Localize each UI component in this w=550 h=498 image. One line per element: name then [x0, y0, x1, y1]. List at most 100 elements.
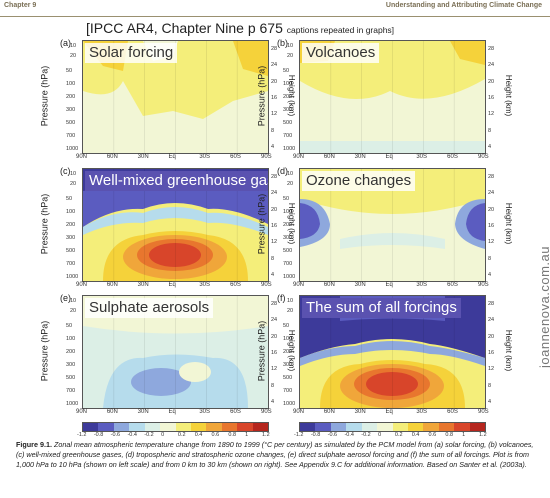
pressure-tick: 200 — [66, 349, 76, 355]
pressure-tick: 50 — [283, 196, 290, 202]
pressure-tick: 500 — [66, 375, 76, 381]
latitude-label: 60N — [323, 282, 335, 288]
panel-caption: Well-mixed greenhouse gases — [85, 171, 268, 191]
colorbar-label: -0.4 — [127, 432, 137, 438]
height-tick: 4 — [271, 272, 275, 278]
pressure-tick: 500 — [283, 248, 293, 254]
pressure-tick: 200 — [66, 222, 76, 228]
pressure-tick: 100 — [66, 209, 76, 215]
height-tick: 4 — [488, 399, 492, 405]
height-axis-title: Height (km) — [504, 329, 514, 372]
panel-caption: Ozone changes — [302, 171, 416, 191]
latitude-label: 60S — [230, 154, 241, 160]
colorbar-label: 1 — [462, 432, 466, 438]
latitude-label: 60S — [447, 154, 458, 160]
latitude-label: 60S — [447, 409, 458, 415]
pressure-tick: 50 — [66, 196, 73, 202]
panel-caption: Sulphate aerosols — [85, 298, 214, 318]
contour-trop-warm-4 — [366, 372, 418, 396]
height-tick: 8 — [271, 382, 275, 389]
contour-cool-left-2 — [300, 203, 320, 239]
pressure-tick: 1000 — [283, 274, 296, 280]
pressure-tick: 700 — [283, 388, 293, 394]
pressure-tick-top: 20 — [70, 308, 77, 314]
pressure-tick: 200 — [66, 94, 76, 100]
pressure-tick: 200 — [283, 349, 293, 355]
pressure-tick: 500 — [66, 120, 76, 126]
latitude-label: 30S — [416, 282, 428, 288]
colorbar-swatch — [113, 423, 130, 431]
colorbar-label: -0.8 — [93, 432, 104, 438]
latitude-label: 60N — [106, 409, 118, 415]
colorbar — [299, 422, 486, 432]
height-tick: 24 — [488, 62, 495, 69]
height-tick: 4 — [488, 144, 492, 150]
pressure-tick: 200 — [283, 222, 293, 228]
colorbar-swatch — [392, 423, 408, 431]
height-tick: 28 — [488, 174, 495, 180]
height-tick: 4 — [488, 272, 492, 278]
latitude-label: Eq — [385, 154, 393, 160]
pressure-tick: 100 — [66, 336, 76, 342]
height-tick: 24 — [271, 62, 278, 69]
latitude-label: 30N — [354, 282, 366, 288]
height-tick: 16 — [271, 95, 278, 101]
colorbar-swatch — [160, 423, 176, 431]
panel-letter: (c) — [60, 166, 71, 176]
latitude-label: 90N — [76, 409, 88, 415]
height-tick: 28 — [271, 174, 278, 180]
pressure-axis-title: Pressure (hPa) — [39, 320, 50, 382]
colorbar-label: 0.4 — [411, 432, 420, 438]
latitude-label: 30S — [199, 282, 211, 288]
figure-caption-text: Zonal mean atmospheric temperature chang… — [16, 440, 534, 469]
colorbar-label: -1.2 — [77, 432, 87, 438]
colorbar-label: 0.2 — [394, 432, 403, 438]
colorbar-label: -0.6 — [327, 432, 338, 438]
colorbar-label: 0.4 — [194, 432, 203, 438]
height-tick: 20 — [488, 333, 495, 340]
pressure-tick-top: 10 — [70, 43, 77, 49]
latitude-label: 30N — [137, 409, 149, 415]
height-tick: 16 — [271, 350, 278, 356]
colorbar-label: -1.2 — [294, 432, 304, 438]
latitude-label: 30S — [199, 409, 211, 415]
latitude-label: 90N — [76, 282, 88, 288]
colorbar-label: 0.6 — [428, 432, 437, 438]
pressure-tick: 300 — [66, 362, 76, 368]
colorbar-label: 0.6 — [211, 432, 220, 438]
pressure-tick: 700 — [66, 261, 76, 267]
height-tick: 8 — [488, 382, 492, 389]
colorbar-swatch — [144, 423, 161, 431]
pressure-tick-top: 10 — [287, 43, 294, 49]
height-tick: 16 — [488, 223, 495, 229]
colorbar-swatch — [423, 423, 439, 431]
pressure-tick: 300 — [283, 362, 293, 368]
colorbar-swatch — [315, 423, 331, 431]
pressure-tick: 500 — [283, 120, 293, 126]
contour-plot: Sulphate aerosols — [82, 295, 269, 409]
source-note: [IPCC AR4, Chapter Nine p 675 captions r… — [86, 20, 394, 36]
pressure-axis-title: Pressure (hPa) — [39, 65, 50, 127]
latitude-label: Eq — [385, 409, 393, 415]
contour-surface — [300, 141, 485, 153]
pressure-tick: 50 — [66, 68, 73, 74]
latitude-label: 30N — [137, 282, 149, 288]
latitude-label: 60S — [447, 282, 458, 288]
pressure-tick-top: 20 — [287, 308, 294, 314]
contour-trop-warm-4 — [149, 243, 201, 267]
colorbar-swatch — [454, 423, 470, 431]
latitude-label: 60N — [106, 154, 118, 160]
latitude-label: 30N — [137, 154, 149, 160]
latitude-label: 60N — [323, 154, 335, 160]
site-watermark: joannenova.com.au — [537, 246, 550, 368]
colorbar — [82, 422, 269, 432]
height-tick: 20 — [271, 206, 278, 213]
pressure-tick-top: 10 — [287, 171, 294, 177]
height-tick: 20 — [488, 206, 495, 213]
latitude-label: 30N — [354, 154, 366, 160]
latitude-label: Eq — [168, 154, 176, 160]
latitude-label: 90N — [76, 154, 88, 160]
panel-caption: Solar forcing — [85, 43, 178, 63]
height-tick: 28 — [271, 46, 278, 52]
latitude-label: 90S — [261, 282, 272, 288]
